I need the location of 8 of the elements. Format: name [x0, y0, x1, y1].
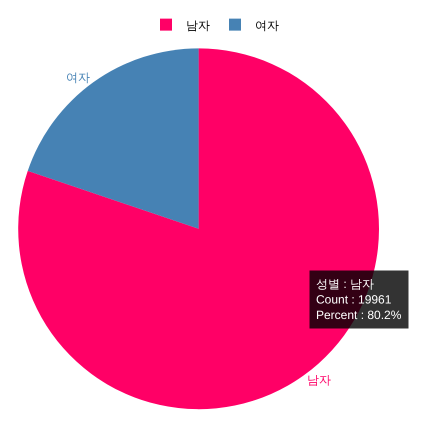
legend-label: 여자 [255, 18, 279, 32]
pie-slice [28, 48, 199, 229]
text: Count : 19961 [316, 292, 392, 307]
slice-label: 여자 [66, 70, 90, 85]
text: Percent : 80.2% [316, 308, 402, 322]
legend-label: 남자 [186, 18, 210, 32]
slice-label: 남자 [307, 373, 332, 388]
text: 성별 : 남자 [316, 277, 374, 291]
